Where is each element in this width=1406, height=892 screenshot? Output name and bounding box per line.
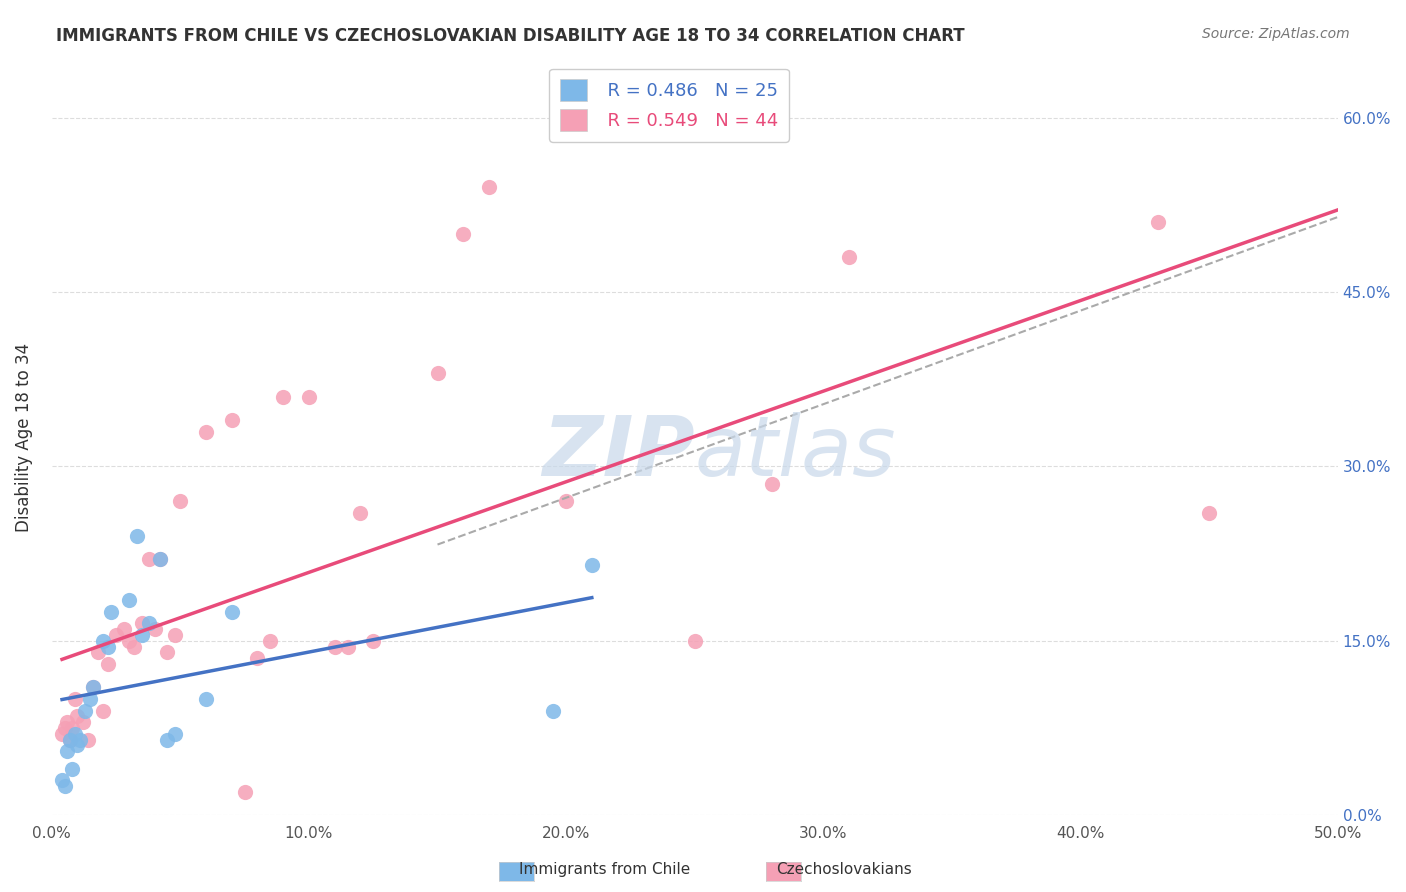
Point [131,616,153,631]
Point [149,552,172,566]
Point [246,651,269,665]
Point [59,732,82,747]
Point [59,732,82,747]
Point [838,250,860,264]
Legend:   R = 0.486   N = 25,   R = 0.549   N = 44: R = 0.486 N = 25, R = 0.549 N = 44 [548,69,789,142]
Point [53,779,76,793]
Point [53,721,76,735]
Point [1198,506,1220,520]
Point [156,645,179,659]
Point [60,721,83,735]
Point [221,413,243,427]
Point [361,633,384,648]
Point [122,640,145,654]
Point [91,704,114,718]
Point [97,657,120,671]
Point [683,633,706,648]
Point [131,628,153,642]
Point [51,727,73,741]
Point [63,727,86,741]
Point [66,739,89,753]
Point [271,390,294,404]
Point [56,744,79,758]
Point [169,494,191,508]
Point [72,715,94,730]
Point [76,732,98,747]
Text: Source: ZipAtlas.com: Source: ZipAtlas.com [1202,27,1350,41]
Text: IMMIGRANTS FROM CHILE VS CZECHOSLOVAKIAN DISABILITY AGE 18 TO 34 CORRELATION CHA: IMMIGRANTS FROM CHILE VS CZECHOSLOVAKIAN… [56,27,965,45]
Point [165,727,187,741]
Point [118,593,141,607]
Point [478,180,501,194]
Point [541,704,564,718]
Point [138,552,160,566]
Point [195,692,218,706]
Point [581,558,603,573]
Point [75,704,97,718]
Point [761,476,783,491]
Y-axis label: Disability Age 18 to 34: Disability Age 18 to 34 [15,343,32,532]
Point [323,640,346,654]
Point [60,762,83,776]
Point [69,732,91,747]
Point [125,529,148,543]
Point [298,390,321,404]
Point [426,367,449,381]
Point [51,773,73,788]
Point [91,633,114,648]
Point [82,681,104,695]
Point [105,628,128,642]
Point [143,622,166,636]
Text: Immigrants from Chile: Immigrants from Chile [519,863,690,877]
Point [100,605,122,619]
Point [149,552,172,566]
Text: atlas: atlas [695,412,896,493]
Text: ZIP: ZIP [543,412,695,493]
Point [1146,215,1168,229]
Point [165,628,187,642]
Point [451,227,474,241]
Point [555,494,578,508]
Point [56,715,79,730]
Text: Czechoslovakians: Czechoslovakians [776,863,911,877]
Point [63,692,86,706]
Point [79,692,101,706]
Point [336,640,359,654]
Point [97,640,120,654]
Point [233,785,256,799]
Point [112,622,135,636]
Point [156,732,179,747]
Point [118,633,141,648]
Point [138,616,160,631]
Point [195,425,218,439]
Point [82,681,104,695]
Point [87,645,110,659]
Point [221,605,243,619]
Point [349,506,371,520]
Point [66,709,89,723]
Point [259,633,281,648]
